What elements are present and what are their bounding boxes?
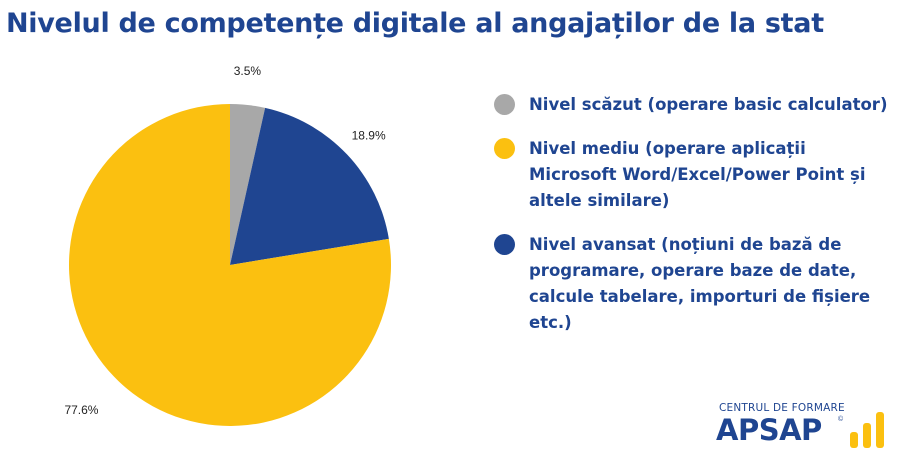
legend-swatch-medium (494, 138, 515, 159)
legend-item-advanced: Nivel avansat (noțiuni de bază de progra… (494, 232, 894, 336)
legend-label-low: Nivel scăzut (operare basic calculator) (529, 95, 888, 114)
pie-label-low: 3.5% (234, 64, 262, 78)
pie-label-advanced: 18.9% (352, 128, 386, 142)
pie-slice-medium (69, 104, 392, 426)
chart-title: Nivelul de competențe digitale al angaja… (6, 8, 824, 39)
legend-swatch-low (494, 94, 515, 115)
legend-swatch-advanced (494, 234, 515, 255)
logo-registered-mark: © (838, 416, 844, 423)
legend: Nivel scăzut (operare basic calculator) … (494, 92, 894, 354)
logo-bars-icon (850, 412, 884, 448)
legend-item-low: Nivel scăzut (operare basic calculator) (494, 92, 894, 118)
legend-label-advanced: Nivel avansat (noțiuni de bază de progra… (529, 235, 871, 332)
apsap-logo: CENTRUL DE FORMARE APSAP © (716, 400, 896, 450)
pie-slice-low (230, 104, 266, 265)
legend-label-medium: Nivel mediu (operare aplicații Microsoft… (529, 139, 866, 210)
pie-label-medium: 77.6% (64, 403, 98, 417)
logo-main-text: APSAP (716, 413, 822, 447)
pie-slice-advanced (230, 107, 389, 265)
logo-top-text: CENTRUL DE FORMARE (719, 402, 845, 414)
legend-item-medium: Nivel mediu (operare aplicații Microsoft… (494, 136, 894, 214)
pie-chart: 3.5% 18.9% 77.6% (64, 64, 392, 426)
